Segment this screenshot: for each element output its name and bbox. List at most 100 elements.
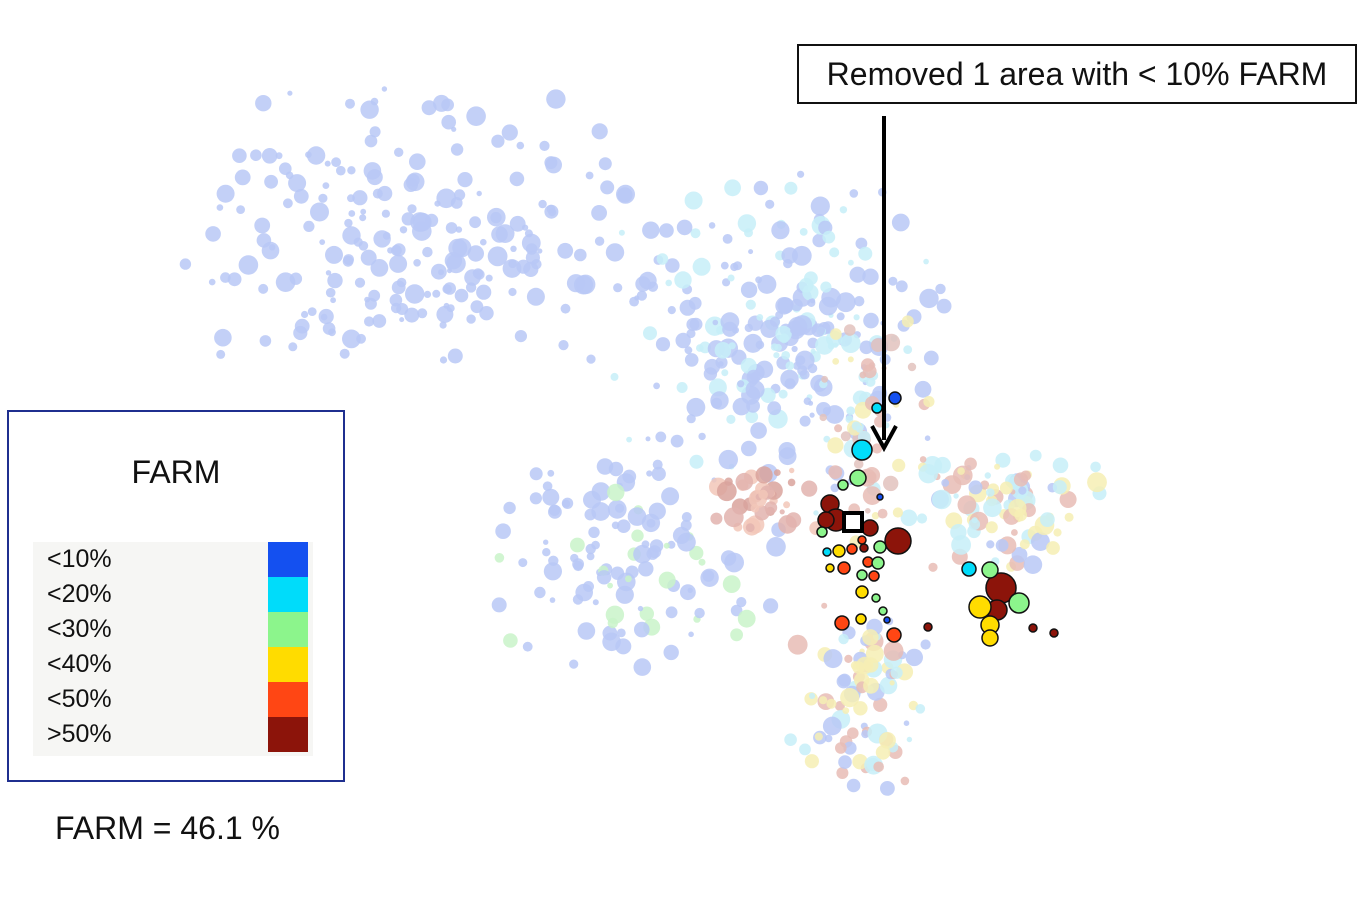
faded-point xyxy=(843,741,857,755)
faded-point xyxy=(234,169,251,186)
faded-point xyxy=(799,415,811,427)
faded-point xyxy=(676,219,693,236)
faded-point xyxy=(364,134,378,148)
faded-point xyxy=(778,389,788,399)
faded-point xyxy=(774,343,782,352)
faded-point xyxy=(360,249,377,266)
faded-point xyxy=(863,657,879,673)
data-point xyxy=(859,543,869,553)
faded-point xyxy=(1011,529,1018,536)
faded-point xyxy=(537,248,543,254)
data-point xyxy=(861,519,879,537)
faded-point xyxy=(826,698,837,709)
faded-point xyxy=(871,443,883,454)
faded-point xyxy=(822,407,831,415)
faded-point xyxy=(617,572,636,592)
faded-point xyxy=(256,233,272,248)
faded-point xyxy=(733,261,743,271)
legend-label: <10% xyxy=(47,545,112,573)
faded-point xyxy=(633,658,652,676)
faded-point xyxy=(773,352,780,359)
faded-point xyxy=(635,276,651,292)
faded-point xyxy=(830,328,842,340)
faded-point xyxy=(487,207,506,227)
faded-point xyxy=(354,277,366,288)
annotation-box: Removed 1 area with < 10% FARM xyxy=(797,44,1357,104)
faded-point xyxy=(548,505,562,519)
faded-point xyxy=(840,688,860,708)
data-point xyxy=(822,547,832,557)
faded-point xyxy=(310,202,329,222)
data-point xyxy=(817,511,835,529)
faded-point xyxy=(704,358,720,375)
faded-point xyxy=(935,283,946,295)
faded-point xyxy=(861,358,875,372)
faded-point xyxy=(409,153,426,170)
faded-point xyxy=(880,781,895,796)
faded-point xyxy=(732,397,751,416)
faded-point xyxy=(433,94,450,112)
faded-point xyxy=(755,276,762,284)
faded-point xyxy=(710,512,723,525)
faded-point xyxy=(871,512,880,520)
faded-point xyxy=(744,228,753,238)
faded-point xyxy=(745,523,755,533)
data-point xyxy=(857,535,867,545)
faded-point xyxy=(1019,539,1030,550)
faded-point xyxy=(548,555,559,566)
faded-point xyxy=(855,237,868,250)
faded-point xyxy=(394,147,404,157)
faded-point xyxy=(464,269,481,286)
faded-point xyxy=(903,345,913,354)
data-point xyxy=(873,540,887,554)
faded-point xyxy=(577,622,596,640)
faded-point xyxy=(336,165,346,176)
faded-point xyxy=(915,704,926,714)
faded-point xyxy=(598,157,612,171)
faded-point xyxy=(659,223,674,238)
faded-point xyxy=(985,521,998,534)
faded-point xyxy=(205,226,221,242)
faded-point xyxy=(708,222,716,229)
faded-point xyxy=(307,307,317,316)
faded-point xyxy=(303,220,315,232)
faded-point xyxy=(809,692,816,700)
faded-point xyxy=(613,283,623,293)
faded-point xyxy=(692,257,711,276)
faded-point xyxy=(342,255,354,267)
faded-point xyxy=(773,469,781,476)
faded-point xyxy=(848,259,854,266)
faded-point xyxy=(923,396,935,408)
data-point xyxy=(856,569,868,581)
faded-point xyxy=(809,412,815,418)
faded-point xyxy=(641,513,661,533)
faded-point xyxy=(625,575,632,583)
faded-point xyxy=(819,696,828,705)
faded-point xyxy=(655,431,667,443)
faded-point xyxy=(764,501,778,514)
faded-point xyxy=(838,633,849,645)
faded-point xyxy=(259,335,272,347)
faded-point xyxy=(347,194,355,203)
faded-point xyxy=(840,333,861,353)
faded-point xyxy=(573,560,584,572)
faded-point xyxy=(807,298,816,307)
faded-point xyxy=(936,298,952,314)
faded-point xyxy=(853,459,864,469)
faded-point xyxy=(643,326,657,341)
faded-point xyxy=(615,638,632,655)
faded-point xyxy=(389,293,403,307)
faded-point xyxy=(730,628,743,642)
faded-point xyxy=(724,552,744,573)
faded-point xyxy=(521,233,541,253)
faded-point xyxy=(797,170,805,178)
faded-point xyxy=(549,597,556,603)
data-point xyxy=(981,561,999,579)
faded-point xyxy=(1029,449,1042,462)
faded-point xyxy=(390,302,402,314)
faded-point xyxy=(787,634,808,655)
faded-point xyxy=(569,659,579,669)
faded-point xyxy=(861,730,870,739)
faded-point xyxy=(607,483,625,502)
faded-point xyxy=(542,481,553,492)
